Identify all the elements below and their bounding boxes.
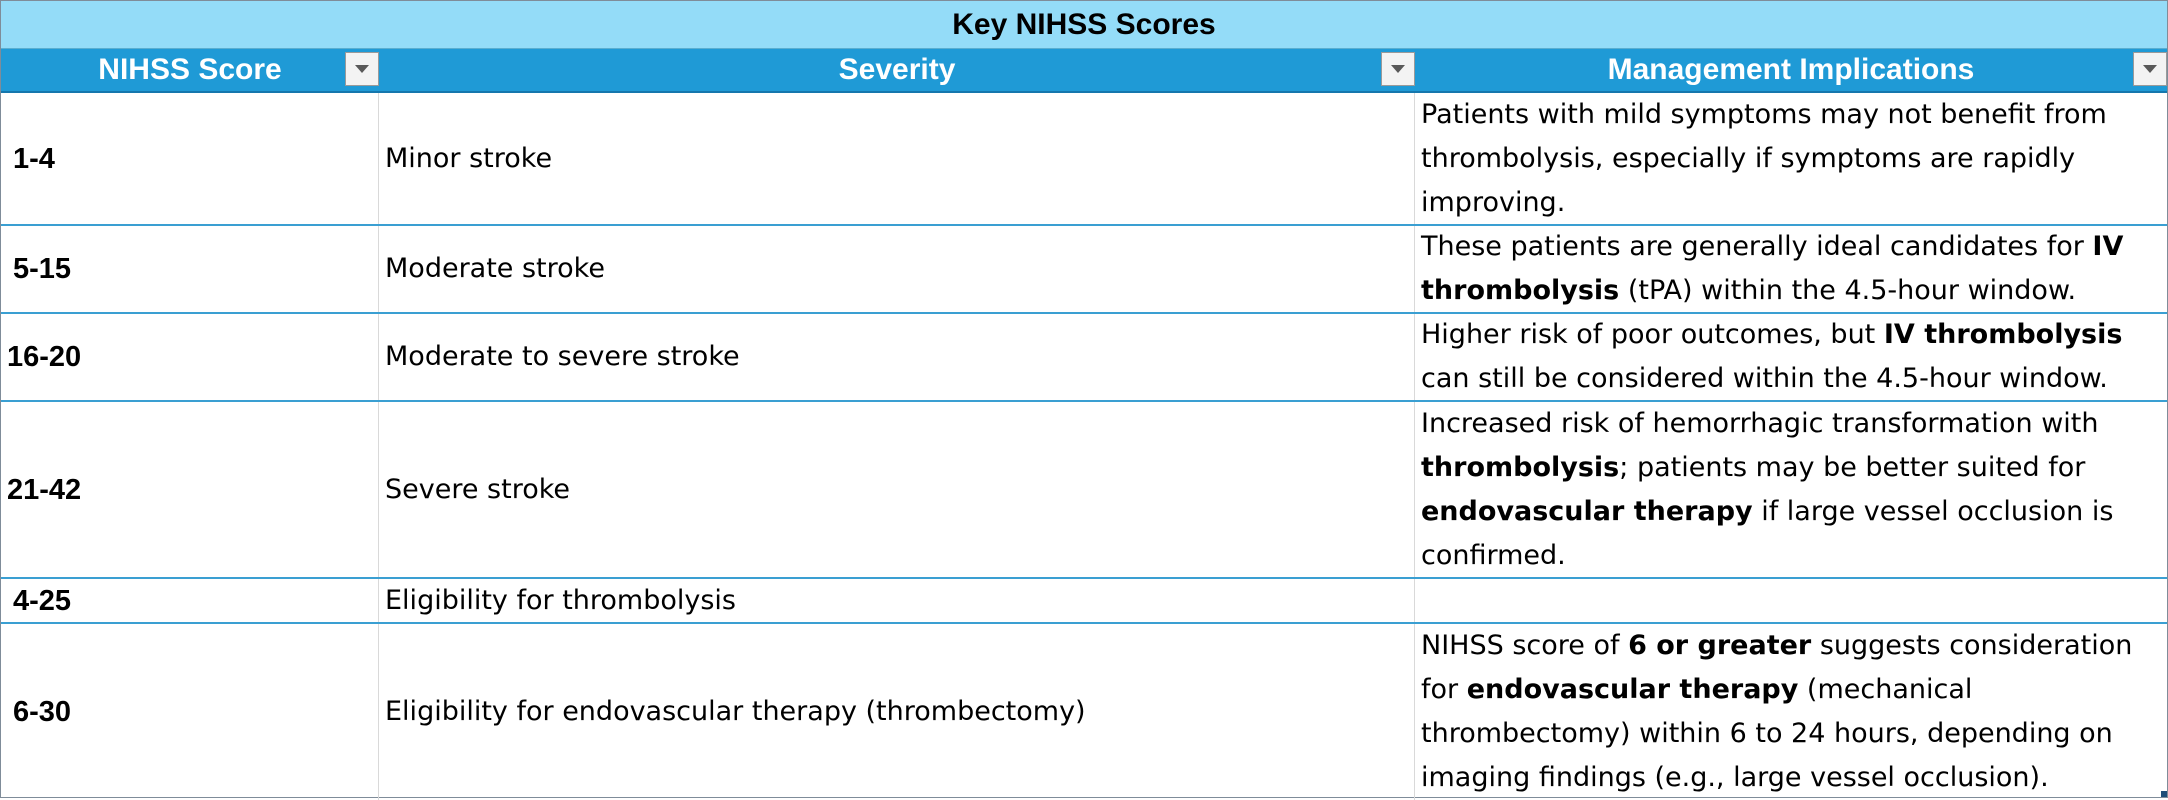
implications-text: Higher risk of poor outcomes, but IV thr…	[1421, 313, 2159, 401]
filter-button-score[interactable]	[345, 52, 379, 86]
filter-button-severity[interactable]	[1381, 52, 1415, 86]
implications-cell[interactable]: Increased risk of hemorrhagic transforma…	[1415, 402, 2167, 577]
table-row: 1-4 Minor stroke Patients with mild symp…	[1, 93, 2167, 226]
text-segment: These patients are generally ideal candi…	[1421, 231, 2093, 262]
bold-text: endovascular therapy	[1466, 674, 1799, 705]
text-segment: ; patients may be better suited for	[1619, 451, 2086, 483]
table-title: Key NIHSS Scores	[1, 1, 2167, 49]
score-cell[interactable]: 16-20	[1, 314, 379, 400]
implications-cell[interactable]: Patients with mild symptoms may not bene…	[1415, 93, 2167, 224]
implications-cell[interactable]: These patients are generally ideal candi…	[1415, 226, 2167, 312]
table-row: 5-15 Moderate stroke These patients are …	[1, 226, 2167, 314]
text-segment: NIHSS score of	[1421, 630, 1629, 661]
score-cell[interactable]: 1-4	[1, 93, 379, 224]
header-label: Management Implications	[1607, 53, 1975, 86]
header-nihss-score: NIHSS Score	[1, 49, 379, 91]
text-segment: can still be considered within the 4.5-h…	[1421, 363, 2108, 394]
table-row: 6-30 Eligibility for endovascular therap…	[1, 624, 2167, 800]
bold-text: IV thrombolysis	[1421, 231, 2124, 306]
implications-cell[interactable]: NIHSS score of 6 or greater suggests con…	[1415, 624, 2167, 800]
table-row: 16-20 Moderate to severe stroke Higher r…	[1, 314, 2167, 402]
implications-text: Increased risk of hemorrhagic transforma…	[1421, 402, 2159, 578]
text-segment: Patients with mild symptoms may not bene…	[1421, 98, 2107, 218]
text-segment: if large vessel occlusion is confirmed.	[1421, 495, 2114, 571]
header-label: Severity	[838, 53, 956, 86]
bold-text: IV thrombolysis	[1883, 319, 2123, 350]
score-cell[interactable]: 5-15	[1, 226, 379, 312]
severity-cell[interactable]: Eligibility for thrombolysis	[379, 579, 1415, 622]
implications-cell[interactable]: Higher risk of poor outcomes, but IV thr…	[1415, 314, 2167, 400]
severity-cell[interactable]: Severe stroke	[379, 402, 1415, 577]
filter-dropdown-icon	[355, 65, 369, 73]
implications-cell[interactable]	[1415, 579, 2167, 622]
implications-text: NIHSS score of 6 or greater suggests con…	[1421, 624, 2159, 800]
text-segment: (mechanical thrombectomy) within 6 to 24…	[1421, 674, 2113, 793]
text-segment: Higher risk of poor outcomes, but	[1421, 319, 1884, 350]
score-cell[interactable]: 21-42	[1, 402, 379, 577]
filter-dropdown-icon	[1391, 65, 1405, 73]
bold-text: endovascular therapy	[1421, 495, 1753, 527]
implications-text: Patients with mild symptoms may not bene…	[1421, 93, 2159, 225]
severity-cell[interactable]: Eligibility for endovascular therapy (th…	[379, 624, 1415, 800]
score-cell[interactable]: 4-25	[1, 579, 379, 622]
header-management-implications: Management Implications	[1415, 49, 2167, 91]
text-segment: (tPA) within the 4.5-hour window.	[1619, 275, 2077, 306]
resize-handle[interactable]	[2161, 791, 2167, 797]
severity-cell[interactable]: Moderate stroke	[379, 226, 1415, 312]
header-row: NIHSS Score Severity Management Implicat…	[1, 49, 2167, 93]
bold-text: 6 or greater	[1628, 630, 1812, 661]
text-segment: Increased risk of hemorrhagic transforma…	[1421, 407, 2099, 439]
severity-cell[interactable]: Minor stroke	[379, 93, 1415, 224]
filter-dropdown-icon	[2143, 65, 2157, 73]
score-cell[interactable]: 6-30	[1, 624, 379, 800]
header-severity: Severity	[379, 49, 1415, 91]
bold-text: thrombolysis	[1421, 451, 1620, 483]
header-label: NIHSS Score	[98, 53, 282, 86]
table-row: 4-25 Eligibility for thrombolysis	[1, 579, 2167, 624]
implications-text: These patients are generally ideal candi…	[1421, 225, 2159, 313]
severity-cell[interactable]: Moderate to severe stroke	[379, 314, 1415, 400]
filter-button-implications[interactable]	[2133, 52, 2167, 86]
table-row: 21-42 Severe stroke Increased risk of he…	[1, 402, 2167, 579]
text-segment: suggests consideration for	[1421, 630, 2133, 705]
